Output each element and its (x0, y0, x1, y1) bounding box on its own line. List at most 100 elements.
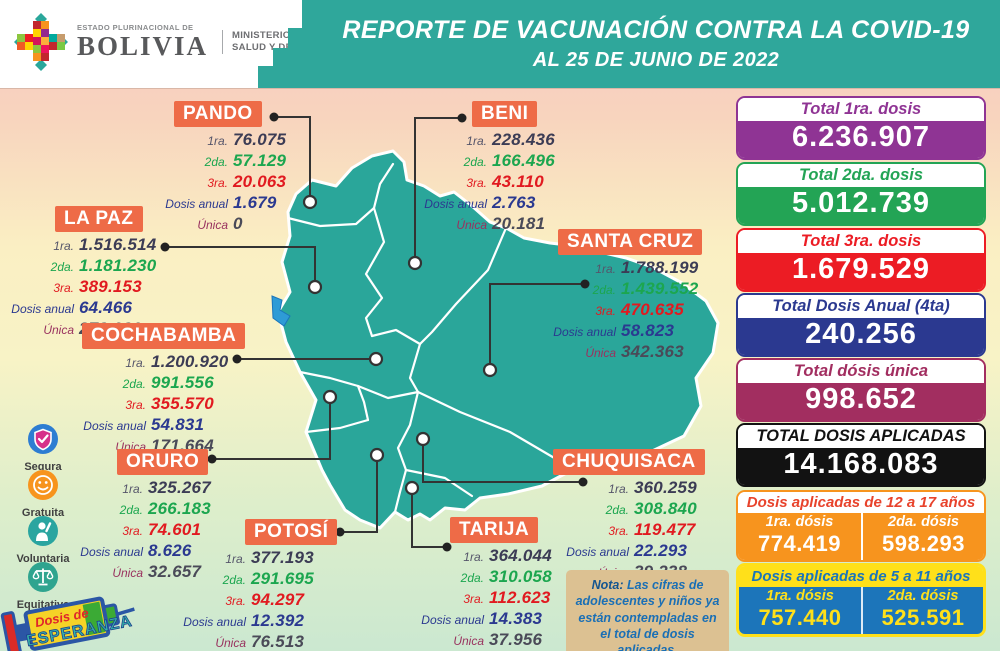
value-equitativa: Equitativa (10, 561, 76, 611)
age-box-body: 1ra. dósis 774.419 2da. dósis 598.293 (738, 513, 984, 560)
value-voluntaria: Voluntaria (10, 515, 76, 565)
dose-label: 2da. (122, 377, 146, 391)
dose-label: 2da. (50, 260, 74, 274)
total-box-value: 1.679.529 (738, 253, 984, 290)
dose-label: Dosis anual (183, 615, 246, 629)
total-box-title: TOTAL DOSIS APLICADAS (738, 425, 984, 448)
dept-chuquisaca: CHUQUISACA 1ra. 360.259 2da. 308.840 3ra. 1… (543, 449, 705, 583)
dose-label: 1ra. (53, 239, 74, 253)
dose-value: 308.840 (634, 499, 697, 518)
dose-label: Dosis anual (566, 545, 629, 559)
total-box-title: Total 3ra. dosis (738, 230, 984, 253)
dose-value: 22.293 (634, 541, 688, 560)
dept-title: BENI (472, 101, 538, 127)
dose-value: 58.823 (621, 321, 675, 340)
government-logo: ESTADO PLURINACIONAL DE BOLIVIA MINISTER… (14, 13, 333, 71)
dose-label: 2da. (204, 155, 228, 169)
dose-value: 1.439.552 (621, 279, 699, 298)
dose-label: 2da. (463, 155, 487, 169)
dose-label: Dosis anual (424, 197, 487, 211)
dept-stats: 1ra. 76.075 2da. 57.129 3ra. 20.063 Dosis a… (88, 130, 286, 235)
dose-label: 2da. (119, 503, 143, 517)
dept-title: LA PAZ (55, 206, 143, 232)
dose-value: 0 (233, 214, 243, 233)
dept-title: PANDO (174, 101, 262, 127)
dose-label: Única (585, 346, 616, 360)
dose-value: 94.297 (251, 590, 305, 609)
dose-label: 2da. (592, 283, 616, 297)
ministry-name: MINISTERIO DE SALUD Y DEPORTES (222, 29, 333, 55)
dept-potosi: POTOSÍ 1ra. 377.193 2da. 291.695 3ra. 94.29… (158, 519, 338, 651)
dose-value: 2.763 (492, 193, 536, 212)
dept-stats: 1ra. 364.044 2da. 310.058 3ra. 112.623 Dosi… (398, 546, 552, 651)
dose-value: 228.436 (492, 130, 555, 149)
dose-value: 32.657 (148, 562, 202, 581)
dept-stats: 1ra. 1.788.199 2da. 1.439.552 3ra. 470.635 … (546, 258, 702, 363)
dose-value: 57.129 (233, 151, 287, 170)
dose-value: 112.623 (489, 588, 551, 607)
hope-syringe-graphic: Dosis de ESPERANZA (0, 596, 135, 651)
dept-title: POTOSÍ (245, 519, 338, 545)
dose-label: 1ra. (207, 134, 228, 148)
age-5-11-box: Dosis aplicadas de 5 a 11 años 1ra. dósi… (736, 563, 986, 637)
dose-value: 991.556 (151, 373, 214, 392)
total-all-doses-box: TOTAL DOSIS APLICADAS 14.168.083 (736, 423, 986, 487)
dose-value: 364.044 (489, 546, 552, 565)
dept-stats: 1ra. 228.436 2da. 166.496 3ra. 43.110 Dosis… (375, 130, 555, 235)
dose-label: 3ra. (595, 304, 616, 318)
note-text: Las cifras de adolescentes y niños ya es… (575, 578, 720, 651)
dept-title: TARIJA (450, 517, 539, 543)
dose-label: 3ra. (125, 398, 146, 412)
dept-stats: 1ra. 377.193 2da. 291.695 3ra. 94.297 Dosis… (158, 548, 337, 651)
dose-value: 37.956 (489, 630, 543, 649)
total-box-title: Total Dosis Anual (4ta) (738, 295, 984, 318)
dose-value: 1.788.199 (621, 258, 699, 277)
dose-label: 3ra. (225, 594, 246, 608)
age-col-first: 1ra. dósis 774.419 (757, 514, 842, 557)
age-col-second: 2da. dósis 598.293 (861, 513, 984, 560)
dose-label: 3ra. (608, 524, 629, 538)
age-12-17-box: Dosis aplicadas de 12 a 17 años 1ra. dós… (736, 490, 986, 562)
dept-tarija: TARIJA 1ra. 364.044 2da. 310.058 3ra. 112.6… (398, 517, 552, 651)
person-raising-hand-icon (28, 516, 58, 546)
header: ESTADO PLURINACIONAL DE BOLIVIA MINISTER… (0, 0, 1000, 88)
dose-value: 291.695 (251, 569, 314, 588)
value-gratuita: Gratuita (10, 469, 76, 519)
dose-label: 2da. (605, 503, 629, 517)
shield-check-icon (28, 424, 58, 454)
total-box-value: 5.012.739 (738, 187, 984, 224)
dose-label: Única (43, 323, 74, 337)
dept-title: SANTA CRUZ (558, 229, 703, 255)
dose-label: Única (456, 218, 487, 232)
dose-label: Única (197, 218, 228, 232)
dose-label: Dosis anual (11, 302, 74, 316)
dose-value: 342.363 (621, 342, 684, 361)
dose-label: 1ra. (225, 552, 246, 566)
dept-title: CHUQUISACA (553, 449, 705, 475)
total-box-title: Total 2da. dosis (738, 164, 984, 187)
total-box-title: Total dósis única (738, 360, 984, 383)
chakana-logo-icon (14, 13, 68, 71)
dose-value: 43.110 (492, 172, 544, 191)
dose-value: 12.392 (251, 611, 305, 630)
dose-value: 1.679 (233, 193, 277, 212)
title-band: REPORTE DE VACUNACIÓN CONTRA LA COVID-19… (258, 0, 1000, 88)
dose-value: 360.259 (634, 478, 697, 497)
dose-value: 20.063 (233, 172, 287, 191)
report-title: REPORTE DE VACUNACIÓN CONTRA LA COVID-19 (342, 16, 970, 44)
dept-cochabamba: COCHABAMBA 1ra. 1.200.920 2da. 991.556 3ra… (58, 323, 246, 457)
dept-stats: 1ra. 325.267 2da. 266.183 3ra. 74.601 Dosis… (53, 478, 211, 583)
dose-label: Dosis anual (80, 545, 143, 559)
total-second-dose-box: Total 2da. dosis 5.012.739 (736, 162, 986, 226)
note-box: Nota: Las cifras de adolescentes y niños… (566, 570, 729, 651)
dept-stats: 1ra. 360.259 2da. 308.840 3ra. 119.477 Dosi… (543, 478, 705, 583)
age-box-header: Dosis aplicadas de 5 a 11 años (739, 566, 983, 587)
dose-label: 1ra. (122, 482, 143, 496)
dose-label: 1ra. (466, 134, 487, 148)
dept-pando: PANDO 1ra. 76.075 2da. 57.129 3ra. 20.063 D… (88, 101, 286, 235)
logo-small-text: ESTADO PLURINACIONAL DE (77, 23, 194, 33)
value-label: Segura (24, 461, 62, 473)
dose-value: 20.181 (492, 214, 546, 233)
dose-value: 355.570 (151, 394, 214, 413)
